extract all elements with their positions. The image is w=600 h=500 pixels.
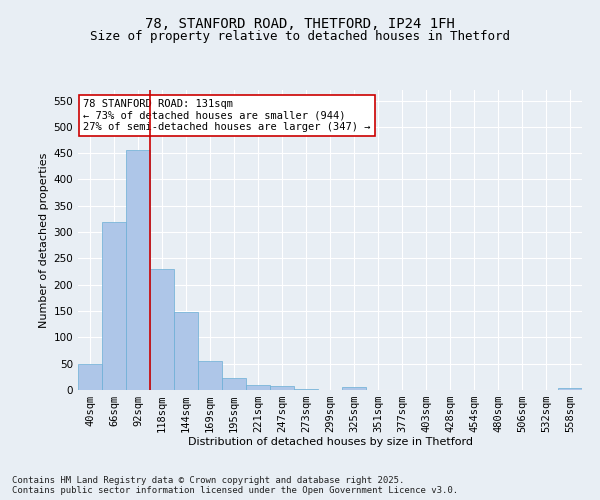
Bar [246,384,270,390]
Bar [270,386,294,390]
Bar [126,150,150,390]
Y-axis label: Number of detached properties: Number of detached properties [39,152,49,328]
Bar [342,387,366,390]
Bar [78,364,102,390]
Text: 78 STANFORD ROAD: 131sqm
← 73% of detached houses are smaller (944)
27% of semi-: 78 STANFORD ROAD: 131sqm ← 73% of detach… [83,99,371,132]
Text: Size of property relative to detached houses in Thetford: Size of property relative to detached ho… [90,30,510,43]
Text: 78, STANFORD ROAD, THETFORD, IP24 1FH: 78, STANFORD ROAD, THETFORD, IP24 1FH [145,18,455,32]
X-axis label: Distribution of detached houses by size in Thetford: Distribution of detached houses by size … [187,436,473,446]
Bar [150,269,174,390]
Bar [222,378,246,390]
Bar [174,312,198,390]
Bar [558,388,582,390]
Bar [198,361,222,390]
Bar [102,222,126,390]
Text: Contains HM Land Registry data © Crown copyright and database right 2025.
Contai: Contains HM Land Registry data © Crown c… [12,476,458,495]
